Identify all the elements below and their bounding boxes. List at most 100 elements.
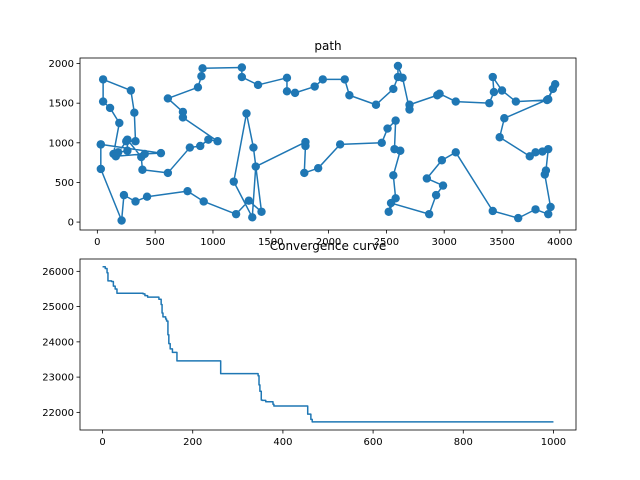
path-chart-point [451, 97, 460, 106]
convergence-chart-y-tick-label: 23000 [42, 373, 74, 384]
path-chart-x-tick-label: 4000 [547, 237, 572, 248]
path-chart-point [497, 86, 507, 95]
path-chart-point [98, 97, 108, 106]
path-chart-point [495, 133, 504, 142]
path-chart-point [244, 196, 253, 205]
convergence-chart: Convergence curve 0 200 400 600 800 1000 22000… [42, 239, 577, 448]
convergence-chart-plot: 0 200 400 600 800 1000 22000 23000 24000 25000 260… [42, 258, 577, 448]
convergence-chart-title: Convergence curve [270, 239, 387, 253]
convergence-chart-y-tick-label: 22000 [42, 408, 74, 419]
path-chart-point [438, 181, 448, 190]
path-chart-point [105, 103, 115, 113]
path-chart-point [371, 100, 381, 109]
path-chart-point [193, 83, 203, 92]
convergence-chart-x-tick-label: 800 [454, 437, 473, 448]
path-chart-y-tick-label: 0 [68, 218, 74, 229]
path-chart-point [178, 113, 188, 122]
path-chart-point [253, 80, 263, 90]
path-chart-point [548, 84, 558, 94]
path-chart-point [377, 138, 386, 148]
path-chart-point [310, 82, 319, 91]
path-chart-point [485, 98, 494, 108]
path-chart-point [513, 213, 523, 223]
path-chart-point [340, 75, 349, 84]
path-chart-x-tick-label: 3000 [431, 237, 456, 248]
path-chart-point [451, 148, 460, 157]
path-chart-x-tick-label: 3500 [489, 237, 514, 248]
path-chart-point [98, 75, 108, 84]
path-chart-point [384, 207, 393, 216]
path-chart: path 0 500 1000 1500 2000 2500 3000 3500 4000 0 50… [49, 39, 577, 248]
path-chart-point [300, 168, 309, 178]
path-chart-point [237, 72, 247, 82]
path-chart-title: path [314, 39, 341, 53]
path-chart-point [541, 166, 551, 175]
path-chart-point [282, 73, 292, 83]
path-chart-point [489, 87, 499, 97]
convergence-chart-axes-frame [79, 258, 577, 431]
path-chart-point [544, 209, 553, 219]
path-chart-point [204, 135, 213, 144]
convergence-chart-x-tick-label: 600 [364, 437, 383, 448]
path-chart-point [126, 86, 136, 95]
path-chart-point [383, 124, 392, 133]
path-chart-point [290, 88, 300, 98]
path-chart-point [318, 75, 327, 84]
convergence-chart-y-tick-label: 26000 [42, 267, 74, 278]
path-chart-point [96, 140, 106, 149]
path-chart-point [500, 114, 509, 123]
path-chart-x-tick-label: 0 [94, 237, 100, 248]
path-chart-point [546, 202, 555, 212]
path-chart-point [229, 177, 238, 186]
path-chart-point [213, 137, 222, 146]
path-chart-point [405, 105, 414, 114]
convergence-chart-x-tick-label: 1000 [541, 437, 566, 448]
path-chart-point [313, 163, 323, 173]
convergence-chart-y-tick-label: 25000 [42, 302, 74, 313]
path-chart-point [111, 152, 121, 161]
path-chart-x-tick-label: 1500 [258, 237, 283, 248]
path-chart-point [431, 190, 441, 200]
path-chart-point [140, 149, 149, 159]
path-chart-point [123, 146, 132, 155]
path-chart-point [488, 72, 497, 82]
path-chart-point [163, 168, 173, 178]
path-chart-point [511, 97, 521, 106]
path-chart-point [335, 140, 345, 149]
convergence-chart-x-tick-label: 200 [183, 437, 202, 448]
path-chart-point [156, 148, 166, 158]
path-chart-point [257, 207, 266, 216]
path-chart-point [130, 108, 139, 117]
path-chart-x-tick-label: 2500 [374, 237, 399, 248]
convergence-chart-y-tick-label: 24000 [42, 337, 74, 348]
path-chart-y-tick-label: 1500 [49, 99, 74, 110]
path-chart-point [117, 216, 126, 225]
path-chart-x-tick-label: 2000 [316, 237, 341, 248]
path-chart-point [96, 164, 106, 174]
path-chart-plot: 0 500 1000 1500 2000 2500 3000 3500 4000 0 500 1000… [49, 57, 577, 248]
path-chart-point [198, 64, 207, 73]
path-chart-point [437, 156, 447, 165]
convergence-chart-x-tick-label: 400 [273, 437, 292, 448]
path-chart-point [251, 162, 260, 171]
path-chart-x-tick-label: 1000 [200, 237, 225, 248]
path-chart-point [197, 72, 206, 81]
path-chart-point [231, 209, 241, 219]
path-chart-point [131, 197, 140, 206]
path-chart-point [131, 137, 140, 146]
path-chart-point [119, 190, 129, 200]
path-chart-point [525, 152, 534, 161]
path-chart-point [422, 174, 432, 183]
convergence-chart-series-line [102, 266, 554, 423]
path-chart-y-tick-label: 500 [55, 178, 74, 189]
path-chart-point [248, 213, 257, 222]
path-chart-y-tick-label: 2000 [49, 59, 74, 70]
path-chart-point [542, 95, 552, 105]
path-chart-point [386, 198, 396, 208]
path-chart-point [185, 143, 195, 152]
convergence-chart-x-tick-label: 0 [99, 437, 105, 448]
path-chart-point [391, 116, 400, 125]
path-chart-point [115, 118, 124, 128]
path-chart-point [163, 94, 173, 103]
